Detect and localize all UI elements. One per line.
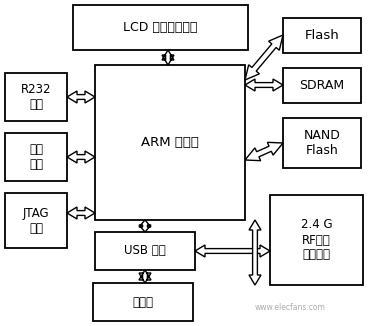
Bar (5, 133, 67, 181)
Polygon shape (139, 220, 151, 232)
Polygon shape (67, 151, 95, 163)
Polygon shape (245, 79, 283, 91)
Polygon shape (245, 35, 283, 80)
Text: ARM 处理器: ARM 处理器 (141, 136, 199, 149)
Text: USB 接口: USB 接口 (124, 244, 166, 258)
Polygon shape (139, 270, 151, 283)
Text: 2.4 G
RF无线
通信模块: 2.4 G RF无线 通信模块 (301, 218, 332, 261)
Bar (5, 73, 67, 121)
Text: R232
接口: R232 接口 (21, 83, 51, 111)
Bar (283, 118, 361, 168)
Polygon shape (249, 220, 261, 285)
Text: www.elecfans.com: www.elecfans.com (255, 304, 325, 313)
Bar (95, 65, 245, 220)
Bar (93, 283, 193, 321)
Text: 打描仪: 打描仪 (132, 295, 154, 308)
Bar (73, 5, 248, 50)
Polygon shape (195, 245, 270, 257)
Bar (270, 195, 363, 285)
Bar (283, 68, 361, 103)
Text: LCD 显示及触摸屏: LCD 显示及触摸屏 (123, 21, 198, 34)
Bar (283, 18, 361, 53)
Text: JTAG
端口: JTAG 端口 (23, 206, 49, 234)
Text: SDRAM: SDRAM (299, 79, 345, 92)
Polygon shape (245, 142, 283, 161)
Text: 音频
接口: 音频 接口 (29, 143, 43, 171)
Text: Flash: Flash (305, 29, 339, 42)
Polygon shape (67, 91, 95, 103)
Polygon shape (67, 207, 95, 219)
Bar (95, 232, 195, 270)
Text: NAND
Flash: NAND Flash (303, 129, 341, 157)
Bar (5, 193, 67, 248)
Polygon shape (162, 50, 174, 65)
